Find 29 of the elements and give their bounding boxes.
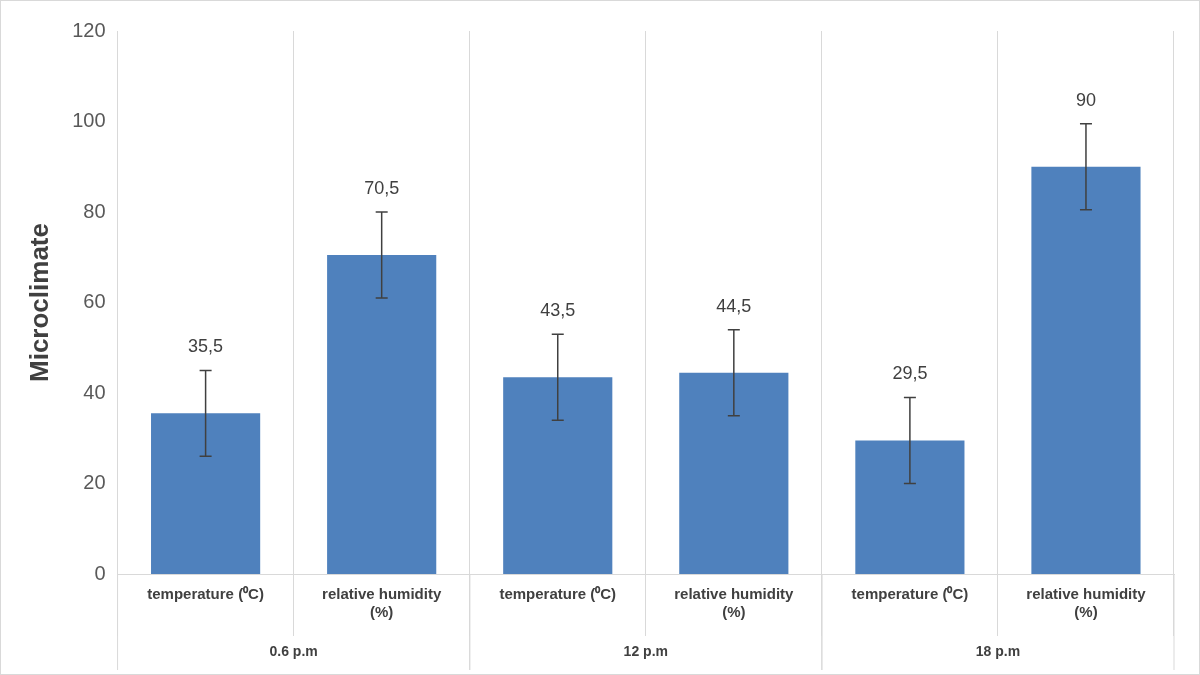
data-label: 35,5 <box>188 336 224 357</box>
y-tick-label: 60 <box>83 290 106 313</box>
x-tick-label: temperature (⁰C) <box>499 585 617 603</box>
x-tick-label: relative humidity (%) <box>322 585 442 621</box>
x-tick-label: temperature (⁰C) <box>147 585 264 603</box>
data-label: 43,5 <box>540 300 576 321</box>
bar <box>151 413 261 574</box>
bar <box>855 440 965 574</box>
y-tick-label: 120 <box>72 18 106 41</box>
bar <box>679 372 789 574</box>
data-label: 44,5 <box>716 295 752 316</box>
x-tick-label: relative humidity (%) <box>1026 585 1147 621</box>
text: 18 p.m <box>975 642 1021 659</box>
data-label: 29,5 <box>892 363 928 384</box>
bar <box>503 377 613 574</box>
x-tick-label: temperature (⁰C) <box>851 585 969 603</box>
y-tick-label: 40 <box>83 380 106 403</box>
y-tick-label: 80 <box>83 199 106 222</box>
bar <box>1031 166 1141 574</box>
y-tick-label: 20 <box>83 471 106 494</box>
data-label: 90 <box>1075 89 1096 110</box>
data-label: 70,5 <box>364 177 400 198</box>
x-tick-label: relative humidity (%) <box>674 585 795 621</box>
text: 12 p.m <box>623 642 668 659</box>
y-axis-title: Microclimate <box>23 223 54 382</box>
y-tick-label: 100 <box>72 109 106 132</box>
bar <box>327 254 437 574</box>
text: 0.6 p.m <box>269 642 318 659</box>
y-tick-label: 0 <box>94 561 106 584</box>
